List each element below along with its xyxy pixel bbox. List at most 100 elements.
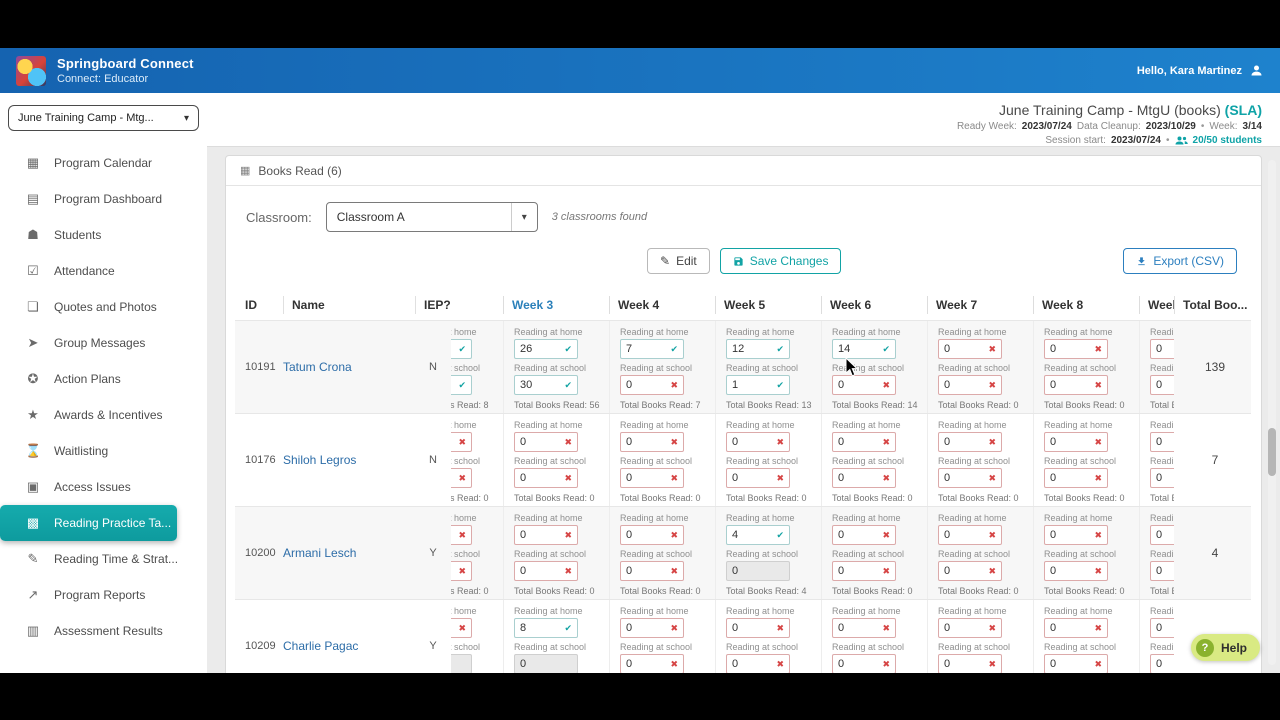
user-menu[interactable]: Hello, Kara Martinez: [1137, 63, 1264, 78]
cell-iep: Y: [429, 640, 437, 652]
sidebar-item-program-dashboard[interactable]: ▤ Program Dashboard: [0, 181, 207, 217]
reading-school-input[interactable]: 0✖: [726, 654, 790, 673]
student-name-link[interactable]: Shiloh Legros: [283, 453, 357, 467]
reading-home-input[interactable]: 0✖: [726, 432, 790, 452]
reading-home-input[interactable]: 0✖: [1044, 339, 1108, 359]
reading-home-input[interactable]: 4 ✔: [726, 525, 790, 545]
edit-button[interactable]: ✎ Edit: [647, 248, 710, 274]
sidebar-item-waitlisting[interactable]: ⌛ Waitlisting: [0, 433, 207, 469]
reading-home-input[interactable]: 7 ✔: [620, 339, 684, 359]
reading-home-input[interactable]: 0✖: [832, 618, 896, 638]
reading-school-input[interactable]: 0✖: [938, 654, 1002, 673]
reading-school-input[interactable]: 0: [726, 561, 790, 581]
week-scroll-area[interactable]: Reading at home ✔ Reading at school ✔ Total …: [451, 321, 1174, 413]
sidebar-item-awards-incentives[interactable]: ★ Awards & Incentives: [0, 397, 207, 433]
reading-school-input[interactable]: 0✖: [832, 654, 896, 673]
sidebar-item-reading-time-strategies[interactable]: ✎ Reading Time & Strat...: [0, 541, 207, 577]
reading-home-input[interactable]: 0✖: [1044, 432, 1108, 452]
reading-home-input[interactable]: 26 ✔: [514, 339, 578, 359]
reading-home-input[interactable]: 0✖: [938, 432, 1002, 452]
reading-school-input[interactable]: 0✖: [620, 468, 684, 488]
reading-school-input[interactable]: 0✖: [514, 468, 578, 488]
reading-home-input[interactable]: ✖: [451, 432, 472, 452]
reading-home-input[interactable]: 0✖: [1150, 432, 1174, 452]
sidebar-item-assessment-results[interactable]: ▥ Assessment Results: [0, 613, 207, 649]
reading-school-input[interactable]: 0✖: [1150, 561, 1174, 581]
reading-home-input[interactable]: 8 ✔: [514, 618, 578, 638]
reading-home-input[interactable]: ✔: [451, 339, 472, 359]
reading-school-input[interactable]: 0✖: [726, 468, 790, 488]
reading-home-input[interactable]: 0✖: [1150, 339, 1174, 359]
reading-school-input[interactable]: 0✖: [1150, 654, 1174, 673]
reading-home-input[interactable]: 0✖: [832, 525, 896, 545]
week-scroll-area[interactable]: Reading at home ✖ Reading at school ✖ Total …: [451, 414, 1174, 506]
waitlisting-icon: ⌛: [25, 443, 42, 458]
help-button[interactable]: ? Help: [1190, 634, 1260, 661]
reading-school-input[interactable]: 0✖: [1044, 468, 1108, 488]
reading-home-input[interactable]: 0✖: [938, 339, 1002, 359]
reading-home-input[interactable]: 0✖: [938, 618, 1002, 638]
sidebar-item-reading-practice-tasks[interactable]: ▩ Reading Practice Ta...: [0, 505, 177, 541]
reading-school-input[interactable]: 0✖: [938, 375, 1002, 395]
reading-home-input[interactable]: ✖: [451, 525, 472, 545]
reading-school-input[interactable]: 0✖: [1150, 468, 1174, 488]
sidebar-item-quotes-and-photos[interactable]: ❏ Quotes and Photos: [0, 289, 207, 325]
reading-school-input[interactable]: 0✖: [832, 375, 896, 395]
vertical-scrollbar[interactable]: [1268, 160, 1276, 665]
reading-school-input[interactable]: 0✖: [1044, 654, 1108, 673]
reading-school-input[interactable]: 0✖: [1044, 375, 1108, 395]
reading-school-input[interactable]: 0✖: [1044, 561, 1108, 581]
sidebar-item-program-reports[interactable]: ↗ Program Reports: [0, 577, 207, 613]
reading-home-input[interactable]: 0✖: [1044, 525, 1108, 545]
reading-home-input[interactable]: ✖: [451, 618, 472, 638]
reading-school-input[interactable]: 0✖: [514, 561, 578, 581]
reading-school-input[interactable]: 0✖: [938, 561, 1002, 581]
reading-home-input[interactable]: 0✖: [620, 618, 684, 638]
student-name-link[interactable]: Charlie Pagac: [283, 639, 359, 653]
reading-school-input[interactable]: 0✖: [620, 561, 684, 581]
reading-school-input[interactable]: ✖: [451, 468, 472, 488]
reading-school-input[interactable]: 0✖: [620, 654, 684, 673]
students-count[interactable]: 20/50 students: [1192, 135, 1262, 146]
sidebar-item-attendance[interactable]: ☑ Attendance: [0, 253, 207, 289]
reading-school-input[interactable]: 0✖: [620, 375, 684, 395]
reading-school-input[interactable]: 0: [514, 654, 578, 673]
reading-home-input[interactable]: 0✖: [726, 618, 790, 638]
reading-school-input[interactable]: 30 ✔: [514, 375, 578, 395]
reading-school-input[interactable]: ✖: [451, 561, 472, 581]
reading-home-input[interactable]: 14 ✔: [832, 339, 896, 359]
classroom-select[interactable]: Classroom A ▾: [325, 202, 538, 232]
reading-school-input[interactable]: 0✖: [832, 561, 896, 581]
save-changes-button[interactable]: Save Changes: [719, 248, 842, 274]
reading-home-input[interactable]: 0✖: [1150, 618, 1174, 638]
reading-home-input[interactable]: 0✖: [514, 432, 578, 452]
sidebar-item-students[interactable]: ☗ Students: [0, 217, 207, 253]
reading-home-input[interactable]: 0✖: [620, 432, 684, 452]
program-selector[interactable]: June Training Camp - Mtg... ▾: [8, 105, 199, 131]
reading-school-input[interactable]: 0✖: [832, 468, 896, 488]
reading-home-input[interactable]: 0✖: [1150, 525, 1174, 545]
sidebar-item-action-plans[interactable]: ✪ Action Plans: [0, 361, 207, 397]
reading-home-input[interactable]: 0✖: [620, 525, 684, 545]
week-scroll-area[interactable]: Reading at home ✖ Reading at school ✖ Total …: [451, 507, 1174, 599]
sidebar-item-access-issues[interactable]: ▣ Access Issues: [0, 469, 207, 505]
student-name-link[interactable]: Tatum Crona: [283, 360, 352, 374]
scrollbar-thumb[interactable]: [1268, 428, 1276, 476]
reading-home-input[interactable]: 0✖: [1044, 618, 1108, 638]
reading-home-input[interactable]: 0✖: [938, 525, 1002, 545]
reading-school-input[interactable]: [451, 654, 472, 673]
reading-school-input[interactable]: 0✖: [938, 468, 1002, 488]
export-csv-button[interactable]: Export (CSV): [1123, 248, 1237, 274]
greeting-text: Hello, Kara Martinez: [1136, 64, 1242, 77]
reading-school-input[interactable]: 0✖: [1150, 375, 1174, 395]
reading-school-input[interactable]: 1 ✔: [726, 375, 790, 395]
sidebar-item-group-messages[interactable]: ➤ Group Messages: [0, 325, 207, 361]
reading-home-input[interactable]: 0✖: [832, 432, 896, 452]
week-scroll-area[interactable]: Reading at home✖Reading at schoolTotal B…: [451, 600, 1174, 673]
student-name-link[interactable]: Armani Lesch: [283, 546, 357, 560]
reading-home-input[interactable]: 12 ✔: [726, 339, 790, 359]
sidebar-item-program-calendar[interactable]: ▦ Program Calendar: [0, 145, 207, 181]
reading-home-input[interactable]: 0✖: [514, 525, 578, 545]
reading-school-input[interactable]: ✔: [451, 375, 472, 395]
